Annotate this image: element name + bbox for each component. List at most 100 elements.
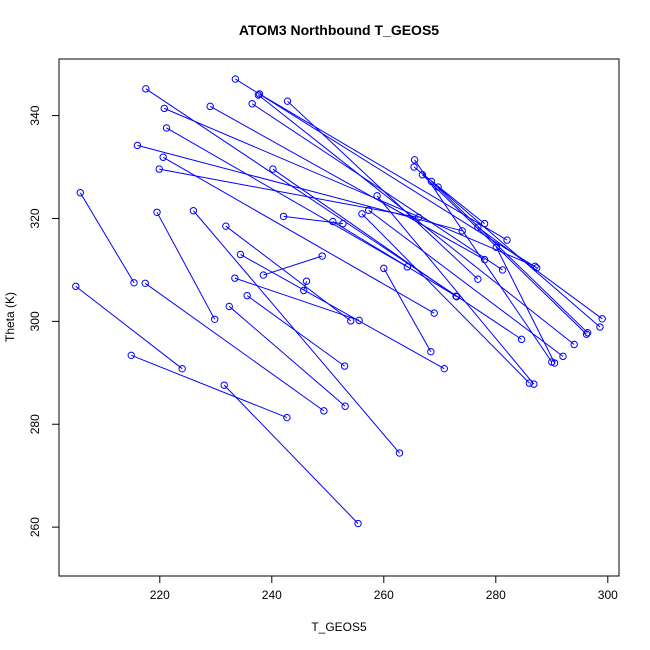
data-point: [354, 519, 362, 528]
data-point: [474, 223, 482, 231]
data-point: [222, 222, 230, 230]
data-point: [283, 413, 291, 422]
series-segment: [303, 281, 307, 291]
data-point: [255, 90, 264, 98]
data-point: [427, 348, 435, 356]
series-segment: [75, 285, 183, 370]
data-point: [498, 266, 507, 274]
series-segment: [413, 166, 485, 225]
data-point: [474, 275, 482, 283]
series-segment: [246, 295, 345, 367]
x-tick-label: 280: [486, 588, 506, 602]
data-point: [480, 219, 489, 228]
series-segment: [251, 103, 503, 271]
data-point: [358, 210, 366, 218]
series-segment: [332, 221, 457, 297]
data-point: [155, 165, 163, 173]
series-segment: [166, 127, 408, 268]
series-segment: [422, 174, 587, 335]
data-point: [127, 351, 135, 360]
data-lines: [72, 75, 606, 528]
data-point: [320, 407, 328, 415]
series-segment: [228, 306, 346, 407]
series-segment: [235, 78, 537, 269]
y-axis: 260 280 300 320 340: [28, 105, 60, 537]
series-segment: [162, 156, 435, 314]
data-point: [243, 291, 251, 300]
series-segment: [414, 159, 553, 363]
data-point: [596, 323, 604, 331]
data-point: [225, 302, 233, 311]
data-point: [259, 271, 268, 279]
data-point: [550, 359, 559, 367]
data-point: [458, 227, 466, 235]
series-segment: [79, 192, 135, 284]
series-segment: [287, 100, 479, 280]
data-point: [133, 141, 142, 150]
data-point: [269, 165, 277, 173]
x-axis: 220 240 260 280 300: [150, 575, 618, 602]
data-point: [440, 364, 448, 373]
chart-title: ATOM3 Northbound T_GEOS5: [239, 22, 439, 38]
data-point: [159, 153, 167, 161]
series-segment: [431, 181, 588, 334]
data-point: [430, 309, 438, 317]
data-point: [364, 206, 373, 214]
data-point: [403, 263, 412, 271]
series-segment: [259, 93, 508, 241]
series-segment: [164, 107, 536, 267]
y-tick-label: 340: [28, 105, 42, 125]
data-point: [302, 277, 311, 285]
data-point: [236, 250, 245, 259]
data-point: [300, 286, 308, 295]
data-point: [318, 252, 326, 260]
data-point: [283, 97, 292, 105]
series-segment: [495, 247, 556, 364]
data-point: [559, 352, 567, 361]
x-tick-label: 260: [374, 588, 394, 602]
data-point: [427, 177, 436, 186]
data-point: [341, 402, 349, 410]
data-point: [189, 207, 198, 215]
data-point: [380, 264, 388, 273]
data-point: [598, 315, 606, 323]
x-tick-label: 220: [150, 588, 170, 602]
series-segment: [383, 268, 432, 352]
data-point: [178, 364, 186, 373]
data-point: [570, 340, 578, 349]
data-point: [347, 317, 355, 325]
series-segment: [223, 384, 359, 524]
y-tick-label: 280: [28, 414, 42, 434]
data-point: [531, 262, 539, 271]
data-point: [530, 380, 538, 388]
data-point: [340, 362, 349, 370]
data-point: [517, 335, 526, 344]
series-segment: [234, 277, 360, 321]
series-segment: [131, 354, 288, 419]
data-point: [279, 212, 288, 221]
data-point: [248, 100, 256, 108]
data-point: [410, 163, 418, 171]
data-point: [231, 274, 239, 282]
series-segment: [225, 225, 352, 322]
x-tick-label: 300: [598, 588, 618, 602]
data-point: [72, 282, 80, 291]
data-point: [130, 279, 138, 287]
data-point: [583, 328, 592, 337]
data-point: [410, 156, 419, 164]
data-point: [142, 85, 150, 93]
data-point: [373, 192, 381, 200]
series-segment: [240, 254, 445, 370]
data-point: [434, 183, 442, 191]
data-point: [532, 264, 541, 272]
data-point: [480, 255, 489, 264]
series-segment: [263, 255, 323, 276]
data-point: [76, 189, 84, 197]
data-point: [452, 292, 460, 300]
data-point: [162, 124, 171, 132]
series-segment: [156, 212, 216, 320]
y-tick-label: 300: [28, 311, 42, 331]
data-point: [492, 243, 501, 251]
data-point: [329, 217, 337, 226]
